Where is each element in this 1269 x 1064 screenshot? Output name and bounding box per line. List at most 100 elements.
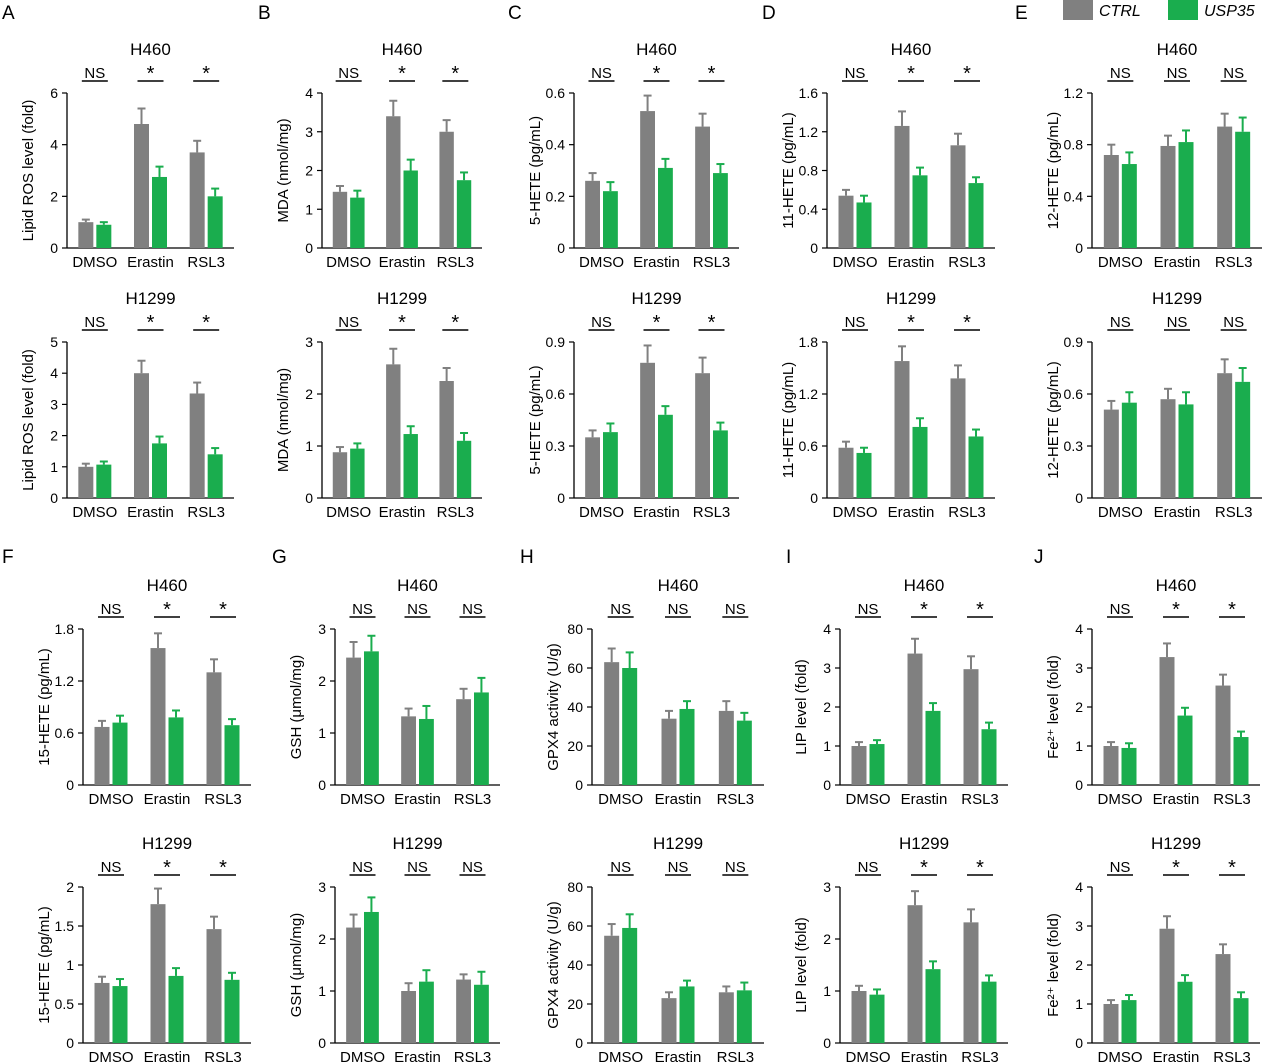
bar-ctrl-dmso [78,222,94,248]
y-tick-label: 0 [823,777,831,793]
chart-title: H1299 [1152,289,1202,308]
x-category-label: Erastin [144,791,191,808]
chart-title: H460 [636,40,677,59]
bar-usp35-dmso [1121,402,1137,498]
bar-usp35-erastin [912,175,928,248]
y-tick-label: 0.6 [55,725,75,741]
y-tick-label: 1.2 [799,386,819,402]
bar-usp35-erastin [925,969,941,1043]
x-category-label: DMSO [846,791,891,808]
y-axis-title: Fe²⁺ level (fold) [1045,655,1062,759]
bar-usp35-erastin [658,414,673,498]
bar-usp35-dmso [622,927,638,1043]
significance-label: * [202,63,210,85]
y-axis-title: GPX4 activity (U/g) [545,901,562,1029]
y-tick-label: 1.8 [799,334,819,350]
y-tick-label: 1.8 [55,621,75,637]
y-tick-label: 3 [50,396,58,412]
significance-label: NS [610,859,631,876]
bar-ctrl-erastin [1159,928,1175,1043]
x-category-label: Erastin [379,254,426,271]
bar-ctrl-rsl3 [456,979,471,1043]
x-category-label: Erastin [888,254,935,271]
y-tick-label: 0 [1075,1035,1083,1051]
bar-usp35-dmso [603,191,618,248]
y-tick-label: 1 [66,957,74,973]
x-category-label: Erastin [379,504,426,521]
y-tick-label: 3 [305,124,313,140]
y-axis-title: LIP level (fold) [793,659,810,755]
y-axis-title: Lipid ROS level (fold) [20,100,37,242]
y-tick-label: 20 [567,738,583,754]
x-category-label: RSL3 [1213,791,1251,808]
significance-label: * [653,63,661,85]
chart-title: H1299 [125,289,175,308]
y-tick-label: 3 [305,334,313,350]
bar-ctrl-rsl3 [1215,954,1231,1043]
chart-i-h1299: H1299 0 1 2 3 LIP level (fold) DMSO NS Erastin * R… [793,834,1008,1064]
x-category-label: RSL3 [961,1049,999,1064]
y-tick-label: 4 [1075,621,1083,637]
significance-label: * [963,312,971,334]
bar-usp35-rsl3 [736,720,752,785]
chart-title: H1299 [392,834,442,853]
significance-label: * [920,857,928,879]
y-tick-label: 1 [50,459,58,475]
chart-title: H460 [147,576,188,595]
x-category-label: DMSO [1098,254,1143,271]
bar-usp35-erastin [679,986,695,1043]
chart-b-h460: H460 0 1 2 3 4 MDA (nmol/mg) DMSO NS Erastin * RSL3… [275,40,482,271]
chart-title: H1299 [899,834,949,853]
bar-usp35-rsl3 [474,692,489,785]
x-category-label: Erastin [633,504,680,521]
y-tick-label: 5 [50,334,58,350]
significance-label: NS [101,601,122,618]
bar-usp35-dmso [622,668,638,785]
bar-ctrl-dmso [851,746,867,785]
significance-label: NS [1167,314,1188,331]
y-tick-label: 2 [1075,699,1083,715]
x-category-label: DMSO [89,791,134,808]
x-category-label: DMSO [579,254,624,271]
bar-ctrl-rsl3 [950,378,966,498]
y-tick-label: 1.5 [55,918,75,934]
x-category-label: RSL3 [693,254,731,271]
bar-ctrl-erastin [661,998,677,1043]
chart-a-h1299: H1299 0 1 2 3 4 5 Lipid ROS level (fold) DMSO NS E… [20,289,234,521]
y-tick-label: 0 [305,240,313,256]
y-axis-title: GSH (μmol/mg) [288,655,305,759]
y-axis-title: 5-HETE (pg/mL) [527,365,544,474]
chart-e-h460: H460 0 0.4 0.8 1.212-HETE (pg/mL) DMSO NS Erast… [1045,40,1262,271]
bar-usp35-erastin [152,443,167,498]
significance-label: NS [725,601,746,618]
bar-usp35-erastin [1178,404,1194,498]
y-tick-label: 2 [305,386,313,402]
chart-f-h1299: H1299 0 0.5 1 1.5 2 15-HETE (pg/mL) DMSO NS Erast… [36,834,251,1064]
chart-title: H1299 [653,834,703,853]
x-category-label: Erastin [1154,504,1201,521]
x-category-label: DMSO [340,791,385,808]
bar-usp35-erastin [403,170,418,248]
x-category-label: RSL3 [717,1049,755,1064]
y-axis-title: LIP level (fold) [793,917,810,1013]
x-category-label: Erastin [655,791,702,808]
y-axis-title: Fe²⁺ level (fold) [1045,913,1062,1017]
x-category-label: RSL3 [948,504,986,521]
x-category-label: RSL3 [437,254,475,271]
panel-letter-g: G [272,547,287,568]
y-tick-label: 0 [557,240,565,256]
y-tick-label: 2 [305,163,313,179]
x-category-label: Erastin [127,254,174,271]
chart-title: H1299 [142,834,192,853]
bar-ctrl-erastin [134,373,149,498]
significance-label: * [1228,599,1236,621]
bar-usp35-rsl3 [1235,381,1251,498]
x-category-label: Erastin [888,504,935,521]
significance-label: NS [1110,601,1131,618]
bar-usp35-dmso [350,448,365,498]
bar-ctrl-erastin [401,991,416,1043]
chart-title: H460 [397,576,438,595]
bar-ctrl-erastin [640,362,655,498]
y-tick-label: 4 [50,137,58,153]
y-axis-title: MDA (nmol/mg) [275,118,292,222]
